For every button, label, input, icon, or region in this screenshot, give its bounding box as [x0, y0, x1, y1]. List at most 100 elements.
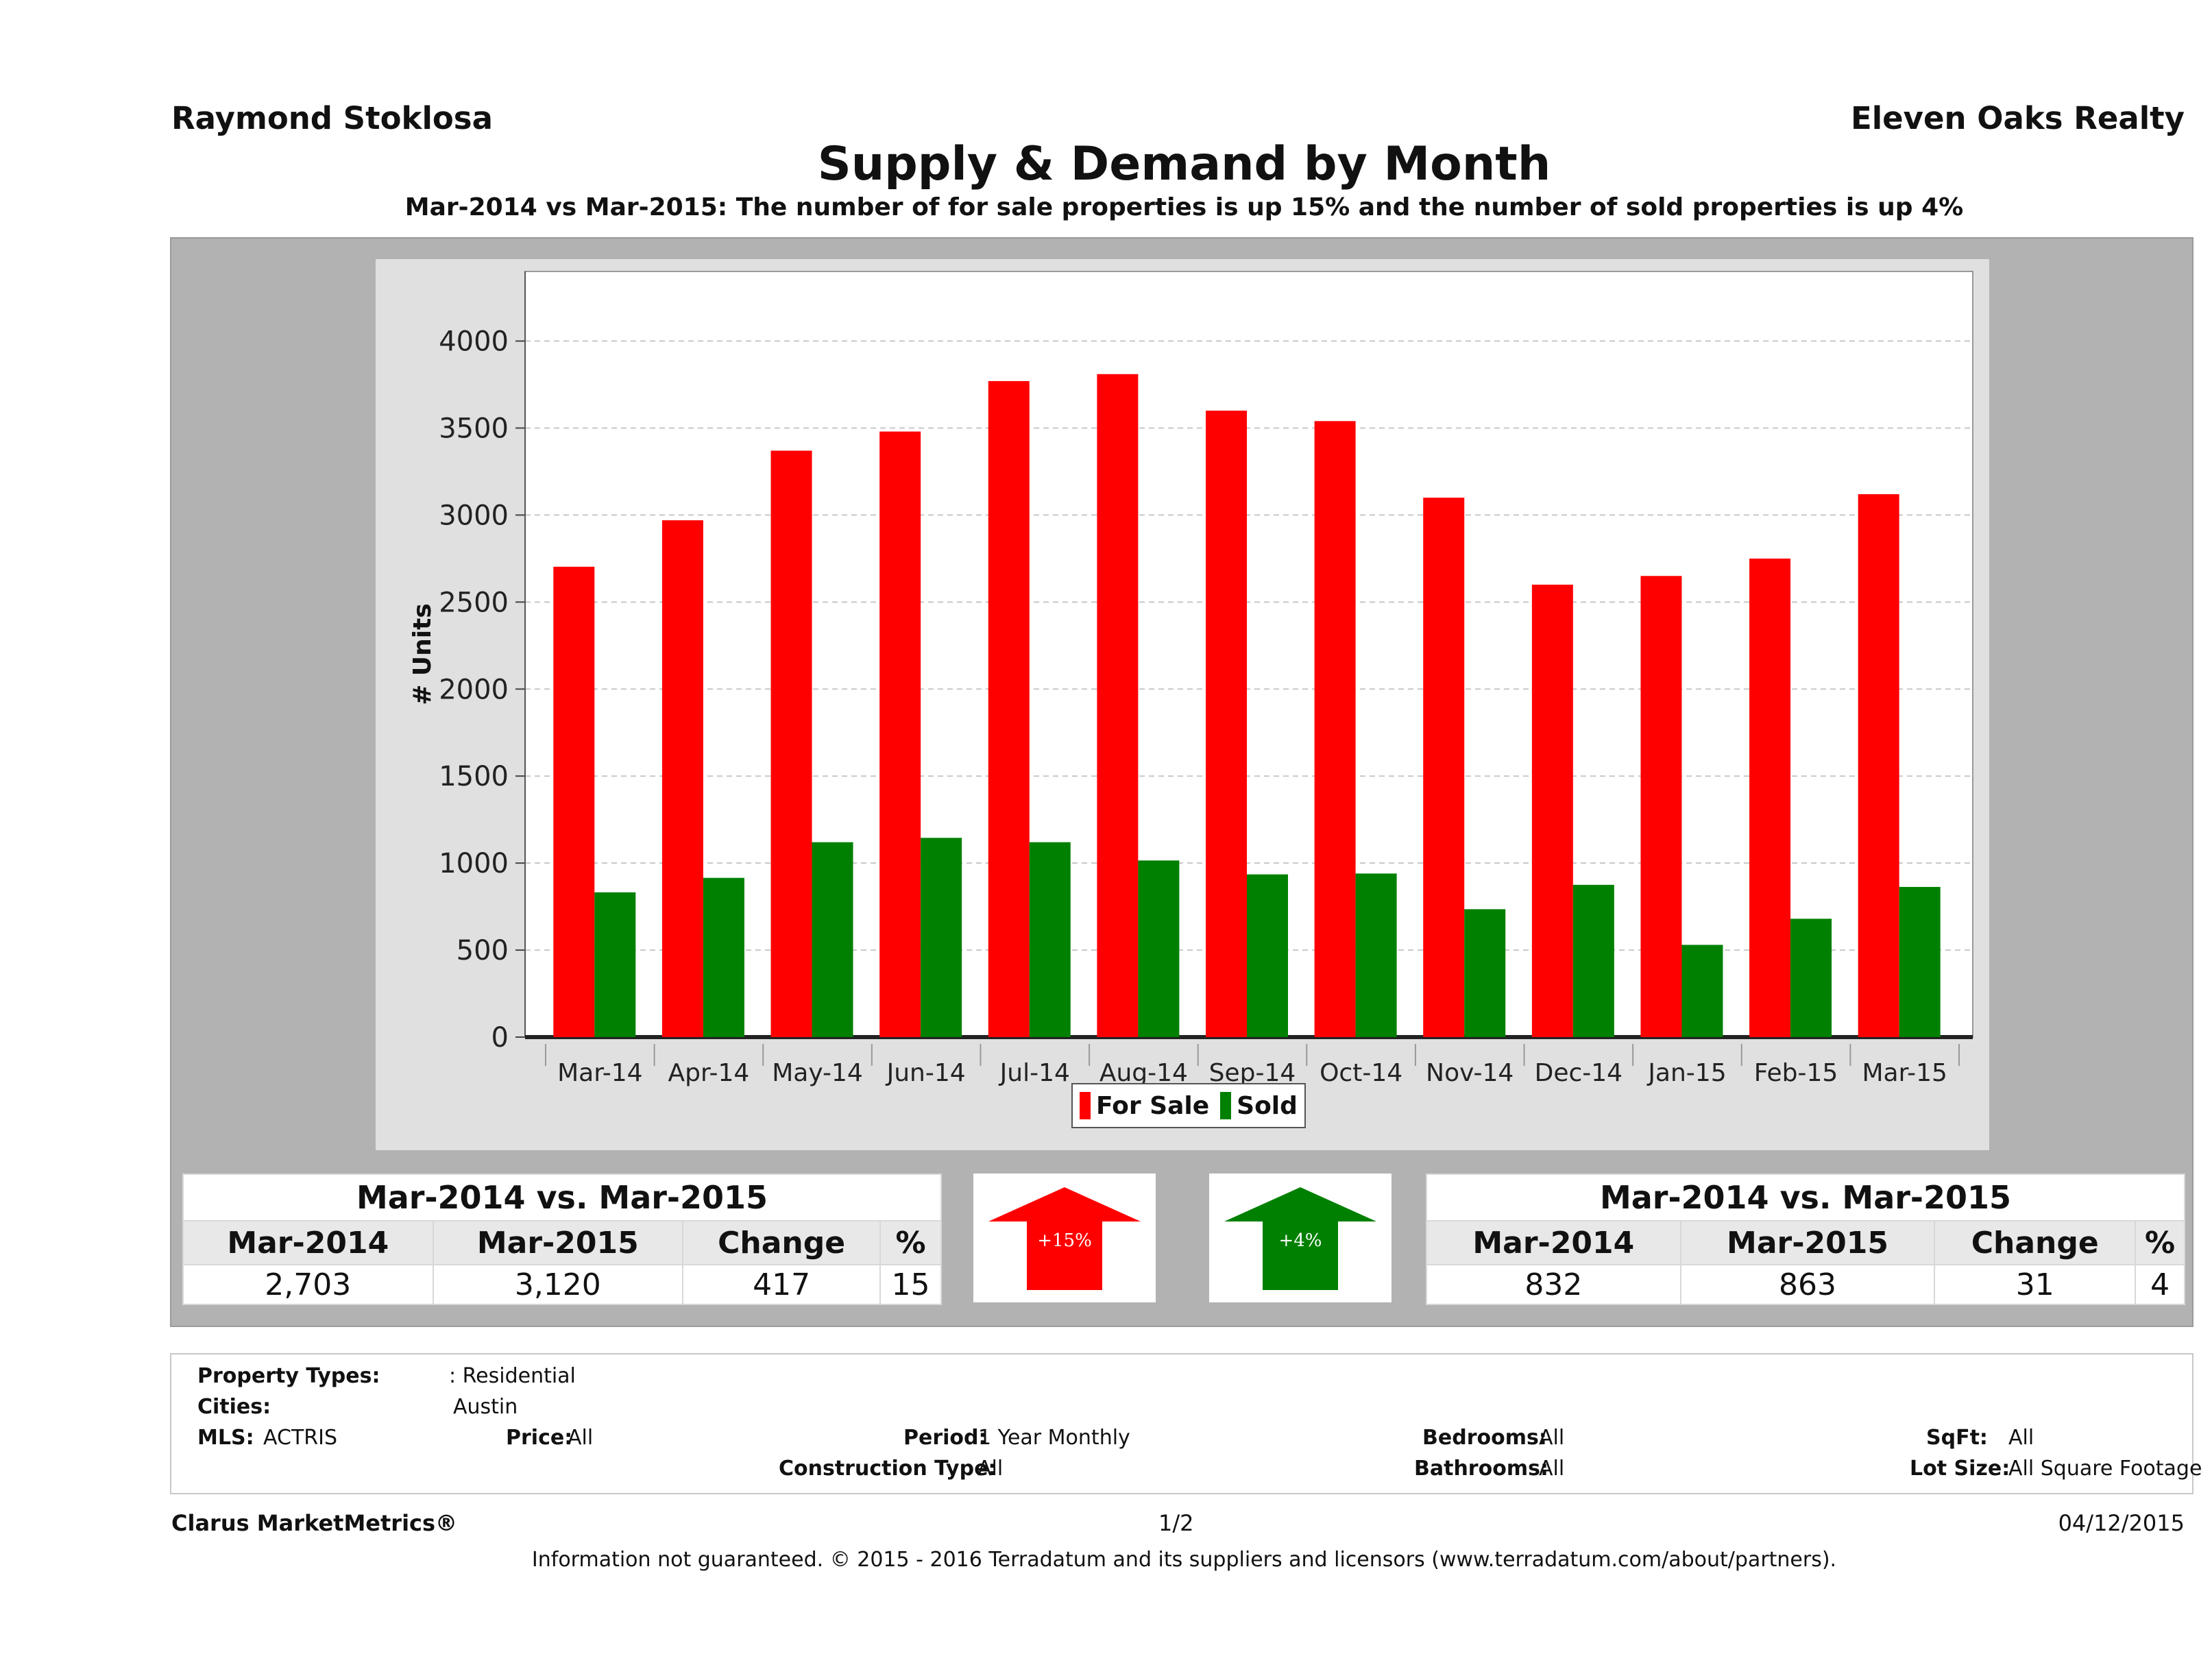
up-arrow-icon: +4% — [1224, 1187, 1376, 1290]
x-tick-label: May-14 — [772, 1059, 863, 1087]
bar-for-sale — [1423, 498, 1465, 1037]
bar-sold — [703, 877, 744, 1037]
sold-value-end: 863 — [1679, 1264, 1936, 1305]
y-tick-label: 2000 — [439, 674, 509, 705]
bedrooms-value: All — [1539, 1426, 1565, 1450]
for-sale-value-start: 2,703 — [182, 1264, 434, 1305]
bedrooms-label: Bedrooms: — [1422, 1426, 1547, 1450]
up-arrow-icon: +15% — [988, 1187, 1141, 1290]
lot-size-value: All Square Footage — [2008, 1457, 2202, 1481]
period-label: Period: — [903, 1426, 987, 1450]
cities-value: Austin — [453, 1395, 518, 1419]
bar-for-sale — [1314, 421, 1356, 1037]
property-types-value: : Residential — [449, 1364, 576, 1388]
x-tick-label: Sep-14 — [1209, 1059, 1296, 1087]
bar-sold — [1464, 909, 1506, 1037]
legend-item-for-sale: For Sale — [1080, 1092, 1209, 1120]
lot-size-label: Lot Size: — [1910, 1457, 2010, 1481]
bar-for-sale — [1531, 584, 1573, 1037]
y-tick-label: 3500 — [439, 413, 509, 444]
x-tick-label: Jun-14 — [886, 1059, 966, 1087]
bar-for-sale — [988, 380, 1030, 1037]
sold-value-start: 832 — [1426, 1264, 1681, 1305]
for-sale-header-end: Mar-2015 — [432, 1220, 684, 1265]
x-tick-label: Aug-14 — [1099, 1059, 1188, 1087]
bar-sold — [1790, 919, 1832, 1037]
sold-value-percent: 4 — [2135, 1264, 2185, 1305]
price-value: All — [568, 1426, 594, 1450]
bar-sold — [1899, 886, 1941, 1037]
x-tick-label: Dec-14 — [1535, 1059, 1622, 1087]
report-date: 04/12/2015 — [2058, 1510, 2185, 1536]
for-sale-header-start: Mar-2014 — [182, 1220, 434, 1265]
for-sale-value-change: 417 — [682, 1264, 882, 1305]
x-tick-label: Apr-14 — [668, 1059, 750, 1087]
x-tick-label: Mar-15 — [1862, 1059, 1947, 1087]
y-tick-label: 3000 — [439, 500, 509, 531]
y-axis-label: # Units — [409, 603, 437, 705]
x-tick-label: Mar-14 — [557, 1059, 642, 1087]
bar-for-sale — [1097, 374, 1139, 1037]
sold-change-badge: +4% — [1209, 1174, 1391, 1302]
bar-for-sale — [1858, 494, 1899, 1037]
bar-sold — [1681, 945, 1723, 1037]
sold-summary-table: Mar-2014 vs. Mar-2015 Mar-2014 Mar-2015 … — [1426, 1174, 2185, 1305]
bar-chart: 0 500 1000 1500 2000 2500 3000 3500 4000 Mar-14 Ap… — [409, 271, 1973, 1087]
bar-sold — [1572, 884, 1614, 1037]
legend-swatch-sold — [1220, 1092, 1232, 1119]
y-tick-label: 500 — [457, 935, 509, 966]
construction-type-value: All — [977, 1457, 1004, 1481]
sqft-value: All — [2008, 1426, 2034, 1450]
cities-label: Cities: — [197, 1395, 271, 1419]
x-tick-label: Nov-14 — [1426, 1059, 1514, 1087]
bar-sold — [1138, 860, 1180, 1037]
property-types-label: Property Types: — [197, 1364, 380, 1388]
sold-badge-text: +4% — [1278, 1230, 1322, 1251]
product-name: Clarus MarketMetrics® — [171, 1510, 458, 1536]
price-label: Price: — [506, 1426, 573, 1450]
for-sale-value-percent: 15 — [879, 1264, 942, 1305]
x-tick-label: Oct-14 — [1320, 1059, 1402, 1087]
chart-title: Supply & Demand by Month — [817, 137, 1551, 191]
bar-for-sale — [1640, 576, 1682, 1037]
bar-sold — [1355, 873, 1397, 1037]
legend-item-sold: Sold — [1220, 1092, 1298, 1120]
for-sale-header-percent: % — [879, 1220, 942, 1265]
bar-for-sale — [1749, 558, 1791, 1037]
x-tick-label: Jan-15 — [1646, 1059, 1726, 1087]
search-criteria-box — [170, 1353, 2193, 1494]
chart-legend: For Sale Sold — [1071, 1083, 1306, 1128]
legend-swatch-for-sale — [1080, 1092, 1091, 1119]
page-number: 1/2 — [1158, 1510, 1194, 1536]
for-sale-badge-text: +15% — [1037, 1230, 1092, 1251]
brokerage-name: Eleven Oaks Realty — [1850, 100, 2185, 136]
for-sale-summary-table: Mar-2014 vs. Mar-2015 Mar-2014 Mar-2015 … — [182, 1174, 942, 1305]
sold-value-change: 31 — [1934, 1264, 2137, 1305]
construction-type-label: Construction Type: — [779, 1457, 997, 1481]
y-tick-label: 2500 — [439, 587, 509, 618]
bar-for-sale — [879, 431, 921, 1037]
bar-sold — [921, 838, 962, 1037]
bathrooms-label: Bathrooms: — [1414, 1457, 1548, 1481]
period-value: 1 Year Monthly — [978, 1426, 1130, 1450]
mls-label: MLS: — [197, 1426, 254, 1450]
sold-summary-caption: Mar-2014 vs. Mar-2015 — [1426, 1174, 2185, 1221]
bathrooms-value: All — [1539, 1457, 1565, 1481]
x-tick-label: Jul-14 — [999, 1059, 1070, 1087]
for-sale-value-end: 3,120 — [432, 1264, 684, 1305]
legend-label-for-sale: For Sale — [1096, 1091, 1210, 1120]
for-sale-summary-caption: Mar-2014 vs. Mar-2015 — [182, 1174, 942, 1221]
legend-label-sold: Sold — [1237, 1091, 1298, 1120]
bar-for-sale — [770, 450, 812, 1037]
y-tick-label: 0 — [491, 1022, 509, 1054]
y-tick-label: 1000 — [439, 848, 509, 879]
sold-header-change: Change — [1934, 1220, 2137, 1265]
bar-for-sale — [661, 520, 703, 1037]
sold-header-end: Mar-2015 — [1679, 1220, 1936, 1265]
for-sale-change-badge: +15% — [973, 1174, 1156, 1302]
y-tick-label: 4000 — [439, 326, 509, 358]
chart-subtitle: Mar-2014 vs Mar-2015: The number of for … — [404, 193, 1964, 221]
sqft-label: SqFt: — [1926, 1426, 1988, 1450]
bar-sold — [812, 842, 853, 1037]
for-sale-header-change: Change — [682, 1220, 882, 1265]
